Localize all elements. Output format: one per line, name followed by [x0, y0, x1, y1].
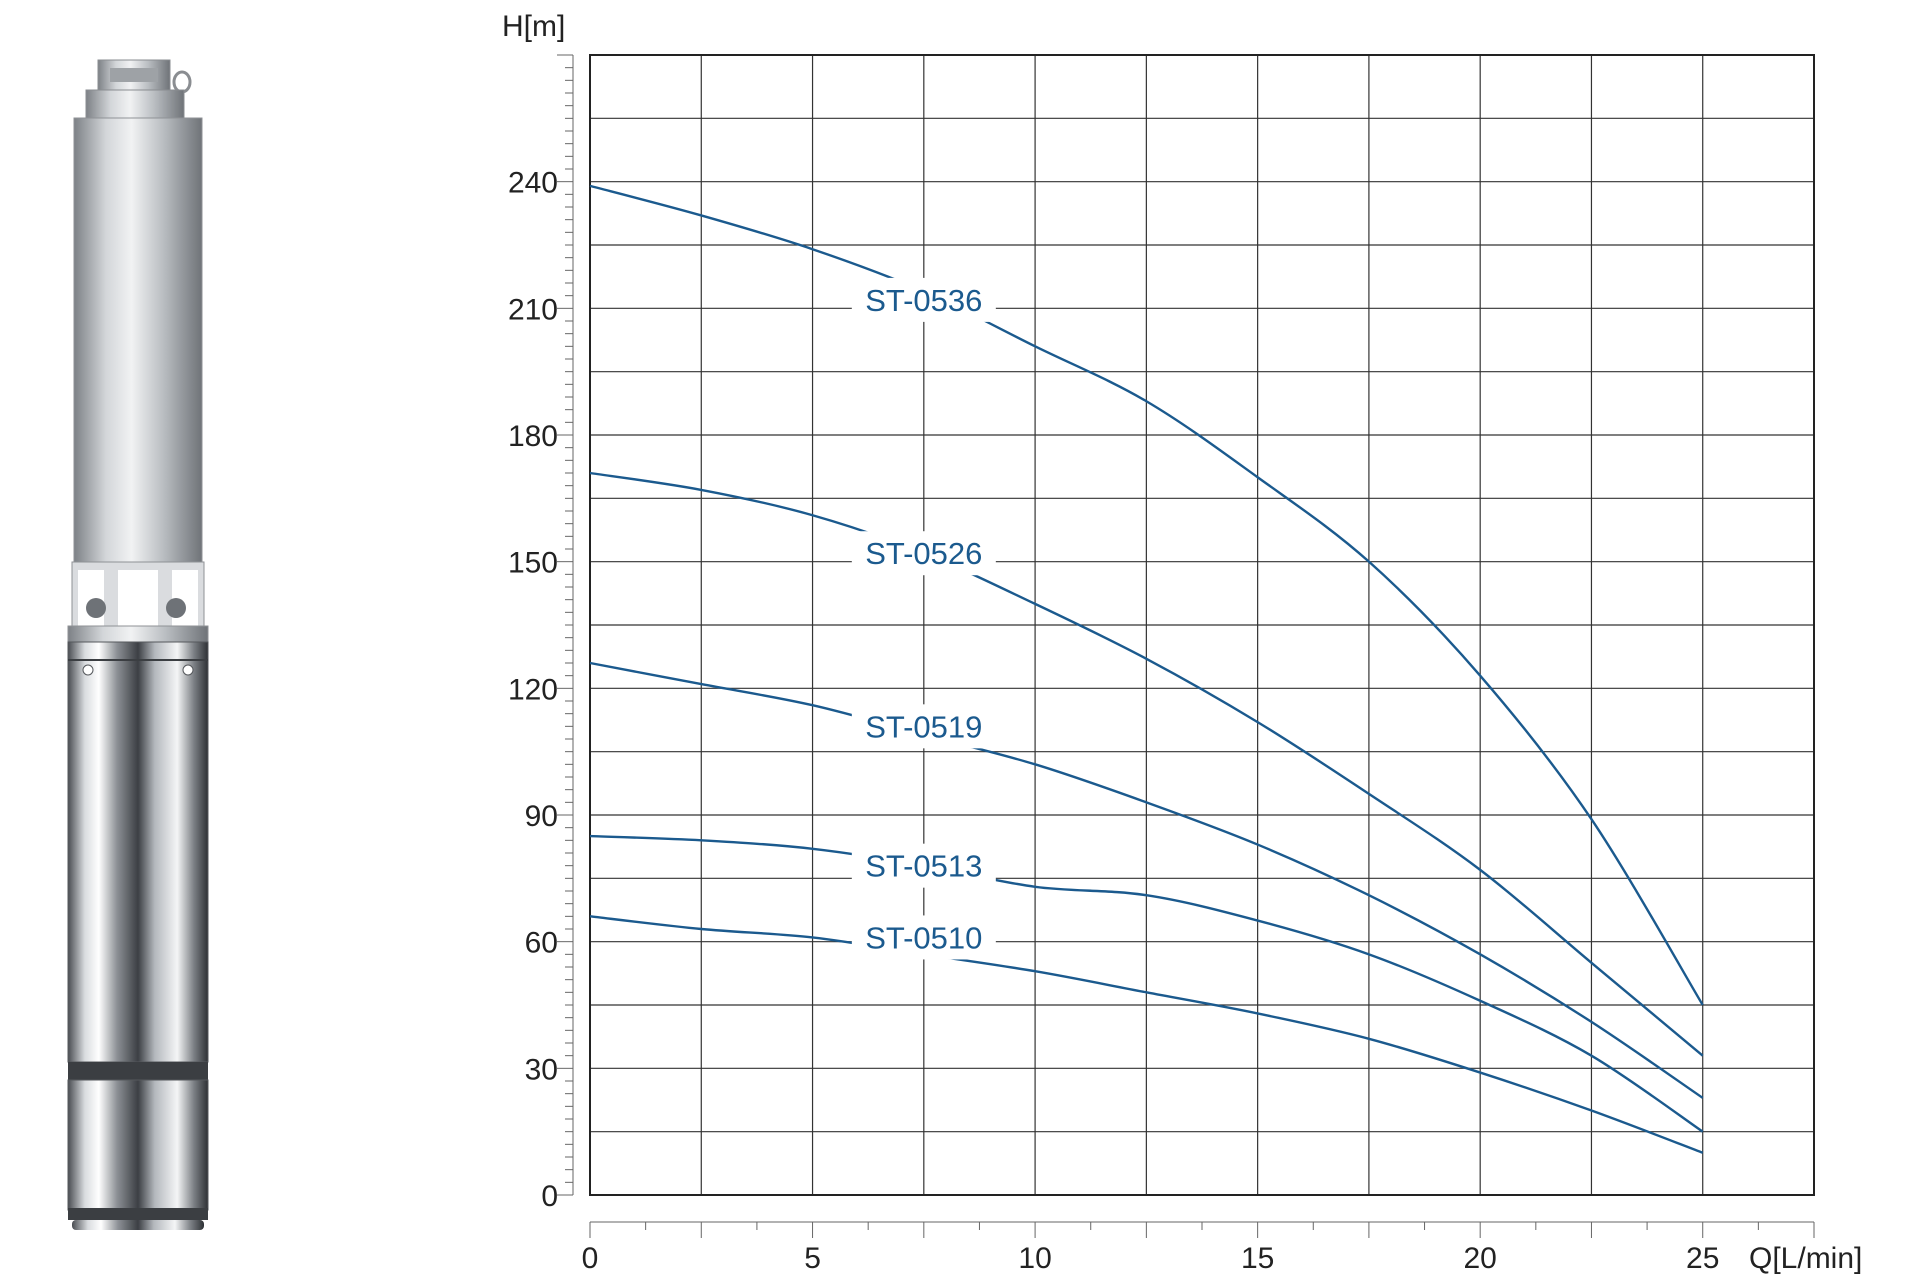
curve-label-bg [851, 915, 996, 960]
y-axis-title: H[m] [502, 10, 565, 43]
x-axis: 0 5 10 15 20 25 [582, 1221, 1815, 1274]
curve-line-st-0526 [589, 471, 1704, 1057]
curve-label-bg [851, 843, 996, 888]
x-tick-label: 5 [804, 1242, 821, 1274]
y-tick-label: 60 [525, 927, 558, 960]
curve-label: ST-0519 [865, 709, 982, 744]
curve-labels: ST-0536 ST-0526 ST-0519 ST-0513 ST-0510 [851, 277, 996, 960]
x-tick-label: 15 [1241, 1242, 1274, 1274]
curve-label-bg [851, 531, 996, 576]
curve-label-bg [851, 704, 996, 749]
x-tick-label: 25 [1686, 1242, 1719, 1274]
y-tick-label: 30 [525, 1053, 558, 1086]
curve-label: ST-0536 [865, 283, 982, 318]
curve-label-bg [851, 277, 996, 322]
x-axis-title: Q[L/min] [1749, 1242, 1862, 1274]
y-tick-label: 180 [508, 420, 558, 453]
curve-line-st-0510 [589, 915, 1704, 1154]
curve-line-st-0513 [589, 834, 1704, 1133]
y-tick-label: 90 [525, 800, 558, 833]
x-tick-label: 0 [582, 1242, 599, 1274]
y-tick-label: 240 [508, 167, 558, 200]
y-tick-label: 120 [508, 673, 558, 706]
curves [589, 184, 1704, 1154]
curve-line-st-0536 [589, 184, 1704, 1006]
y-tick-label: 210 [508, 293, 558, 326]
curve-label: ST-0510 [865, 920, 982, 955]
curve-line-st-0519 [589, 661, 1704, 1099]
y-tick-label: 0 [541, 1180, 558, 1213]
plot-frame [589, 54, 1815, 1196]
chart-grid [589, 54, 1815, 1196]
x-tick-label: 10 [1018, 1242, 1051, 1274]
curve-label: ST-0526 [865, 536, 982, 571]
y-tick-label: 150 [508, 547, 558, 580]
x-tick-label: 20 [1463, 1242, 1496, 1274]
submersible-pump-image [67, 59, 209, 1230]
y-axis: 0 30 60 90 120 150 180 210 240 [508, 54, 574, 1213]
curve-label: ST-0513 [865, 849, 982, 884]
